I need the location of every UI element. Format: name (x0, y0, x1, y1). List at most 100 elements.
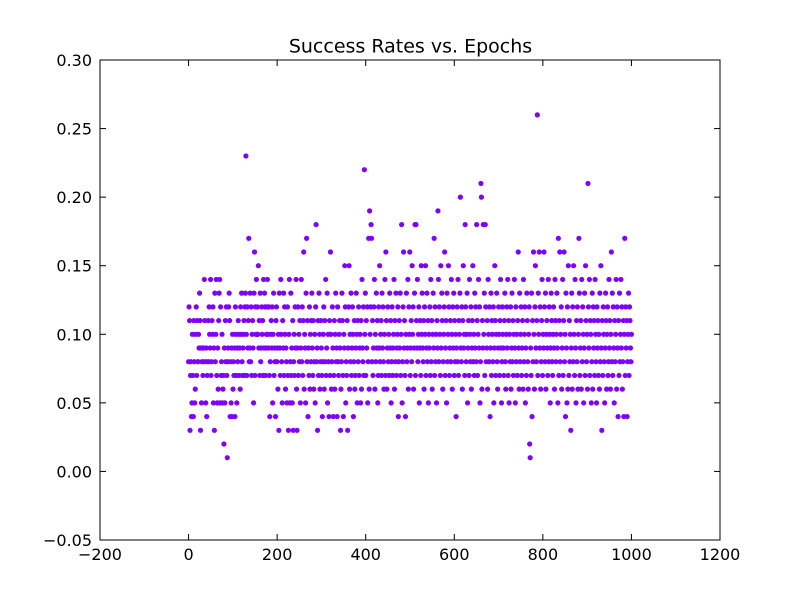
data-point (387, 290, 393, 296)
data-point (608, 249, 614, 255)
data-point (507, 304, 514, 310)
data-point (449, 386, 455, 392)
data-point (453, 331, 459, 337)
data-point (543, 386, 549, 392)
data-point (235, 317, 241, 324)
data-point (507, 331, 513, 337)
data-point (425, 317, 431, 324)
data-point (482, 372, 488, 379)
data-point (405, 386, 411, 392)
data-point (606, 276, 612, 283)
data-point (561, 249, 567, 255)
data-point (316, 290, 322, 296)
data-point (320, 331, 326, 337)
data-point (243, 331, 249, 337)
data-point (362, 331, 368, 337)
data-point (244, 304, 250, 310)
data-point (505, 372, 511, 379)
data-point (215, 386, 221, 392)
data-point (378, 331, 384, 337)
data-point (589, 290, 595, 296)
data-point (350, 331, 356, 337)
data-point (474, 221, 480, 228)
data-point (501, 372, 507, 379)
data-point (277, 372, 283, 379)
data-point (484, 345, 490, 351)
data-point (588, 400, 594, 406)
data-point (614, 345, 621, 351)
data-point (266, 372, 272, 379)
data-point (447, 317, 453, 324)
data-point (482, 221, 488, 228)
data-point (591, 317, 597, 324)
data-point (391, 276, 397, 283)
data-point (276, 427, 282, 433)
data-point (379, 345, 386, 351)
data-point (360, 304, 367, 310)
data-point (200, 372, 206, 379)
data-point (394, 331, 400, 337)
data-point (555, 400, 561, 406)
data-point (296, 331, 302, 337)
data-point (382, 276, 388, 283)
data-point (579, 276, 585, 283)
data-point (600, 304, 606, 310)
data-point (496, 372, 503, 379)
data-point (572, 345, 579, 351)
data-point (305, 413, 311, 420)
data-point (584, 331, 590, 337)
data-point (490, 304, 496, 310)
data-point (604, 304, 611, 310)
data-point (573, 400, 579, 406)
data-point (237, 386, 243, 392)
data-point (527, 455, 533, 461)
data-point (398, 331, 404, 337)
data-point (273, 317, 279, 324)
data-point (416, 304, 422, 310)
data-point (388, 317, 394, 324)
data-point (572, 276, 578, 283)
data-point (311, 386, 317, 392)
data-point (452, 317, 458, 324)
data-point (330, 413, 336, 420)
data-point (192, 386, 198, 392)
data-point (314, 427, 321, 433)
data-point (204, 372, 210, 379)
data-point (416, 400, 422, 406)
data-point (464, 290, 470, 296)
data-point (451, 290, 457, 296)
data-point (539, 372, 546, 379)
data-point (374, 317, 380, 324)
data-point (593, 400, 600, 406)
data-point (603, 386, 610, 392)
data-point (597, 290, 603, 296)
data-point (421, 304, 428, 310)
data-point (514, 331, 520, 337)
data-point (380, 304, 386, 310)
data-point (425, 400, 431, 406)
data-point (477, 359, 484, 365)
data-point (251, 290, 257, 296)
data-point (598, 345, 604, 351)
data-point (607, 317, 613, 324)
data-point (487, 345, 494, 351)
data-point (313, 304, 319, 310)
data-point (502, 290, 508, 296)
x-tick-label: 600 (439, 545, 470, 564)
data-point (261, 290, 268, 296)
data-point (523, 372, 529, 379)
data-point (222, 400, 228, 406)
data-point (528, 290, 535, 296)
data-point (542, 290, 549, 296)
data-point (515, 317, 521, 324)
data-point (481, 290, 487, 296)
data-point (446, 304, 452, 310)
data-point (602, 400, 608, 406)
data-point (579, 359, 585, 365)
data-point (192, 400, 198, 406)
data-point (432, 372, 438, 379)
data-point (521, 359, 527, 365)
data-point (264, 276, 270, 283)
